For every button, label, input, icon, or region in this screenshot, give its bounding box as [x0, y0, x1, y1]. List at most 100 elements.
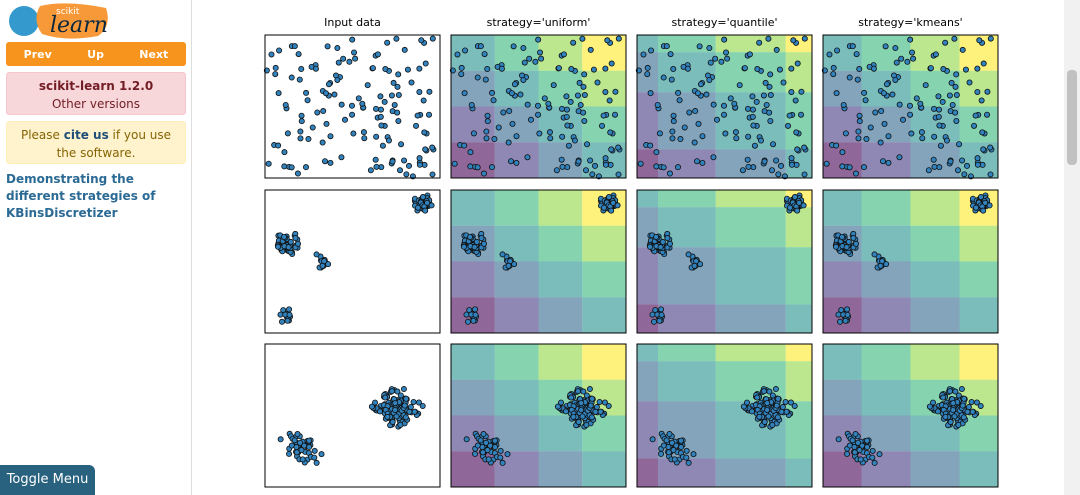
point — [958, 386, 965, 393]
point — [935, 113, 942, 120]
point — [574, 388, 581, 395]
point — [699, 133, 706, 140]
point — [952, 83, 959, 90]
point — [480, 170, 487, 177]
point — [382, 394, 389, 401]
toc-title[interactable]: Demonstrating the different strategies o… — [6, 172, 156, 220]
cite-link[interactable]: cite us — [63, 128, 109, 142]
point — [520, 45, 527, 52]
point — [355, 95, 362, 102]
point — [396, 167, 403, 174]
point — [384, 413, 391, 420]
point — [961, 395, 968, 402]
point — [751, 142, 758, 149]
cite-text: if you use the software. — [56, 128, 172, 160]
point — [586, 386, 593, 393]
point — [587, 402, 594, 409]
point — [451, 160, 458, 167]
point — [306, 444, 313, 451]
point — [596, 398, 603, 405]
point — [787, 399, 794, 406]
point — [696, 43, 703, 50]
point — [579, 413, 586, 420]
point — [946, 92, 953, 99]
bin — [658, 304, 716, 333]
point — [862, 97, 869, 104]
nav-up[interactable]: Up — [87, 47, 104, 61]
bin — [823, 106, 862, 143]
cite-text: Please — [20, 128, 60, 142]
bin — [582, 261, 626, 298]
nav-next[interactable]: Next — [139, 47, 169, 61]
point — [372, 399, 379, 406]
point — [852, 431, 859, 438]
point — [349, 36, 356, 43]
point — [979, 129, 986, 136]
point — [458, 71, 465, 78]
point — [491, 136, 498, 143]
point — [338, 101, 345, 108]
logo[interactable]: scikit learn — [6, 2, 126, 40]
panel-frame — [822, 34, 999, 179]
point — [381, 98, 388, 105]
point — [913, 95, 920, 102]
bin — [637, 149, 658, 178]
point — [647, 243, 654, 250]
point — [871, 251, 878, 258]
point — [480, 431, 487, 438]
toggle-menu[interactable]: Toggle Menu — [0, 465, 95, 495]
point — [276, 47, 283, 54]
point — [786, 112, 793, 119]
point — [721, 111, 728, 118]
point — [686, 109, 693, 116]
point — [766, 388, 773, 395]
point — [744, 156, 751, 163]
point — [721, 36, 728, 43]
point — [600, 112, 607, 119]
bin — [823, 190, 862, 226]
point — [599, 122, 606, 129]
point — [760, 388, 767, 395]
point — [856, 66, 863, 73]
point — [331, 91, 338, 98]
point — [977, 402, 984, 409]
point — [483, 128, 490, 135]
point — [749, 113, 756, 120]
bin — [637, 247, 658, 305]
other-versions[interactable]: Other versions — [51, 97, 141, 111]
point — [671, 456, 678, 463]
bin — [910, 297, 960, 333]
point — [406, 162, 413, 169]
point — [568, 66, 575, 73]
point — [298, 118, 305, 125]
bin — [959, 225, 998, 262]
point — [483, 135, 490, 142]
scroll-thumb[interactable] — [1067, 70, 1077, 165]
nav-prev[interactable]: Prev — [23, 47, 52, 61]
point — [426, 111, 433, 118]
point — [402, 414, 409, 421]
point — [403, 395, 410, 402]
point — [401, 157, 408, 164]
point — [408, 79, 415, 86]
point — [904, 58, 911, 65]
column-title: strategy='quantile' — [671, 16, 777, 29]
panel-frame — [822, 189, 999, 334]
scrollbar — [1064, 0, 1080, 495]
point — [286, 450, 293, 457]
point — [296, 76, 303, 83]
point — [706, 76, 713, 83]
point — [564, 164, 571, 171]
bin — [637, 92, 658, 150]
point — [699, 159, 706, 166]
point — [791, 194, 798, 201]
point — [765, 413, 772, 420]
point — [863, 136, 870, 143]
point — [720, 102, 727, 109]
point — [918, 129, 925, 136]
point — [562, 408, 569, 415]
point — [712, 55, 719, 62]
point — [959, 402, 966, 409]
point — [864, 444, 871, 451]
point — [508, 90, 515, 97]
